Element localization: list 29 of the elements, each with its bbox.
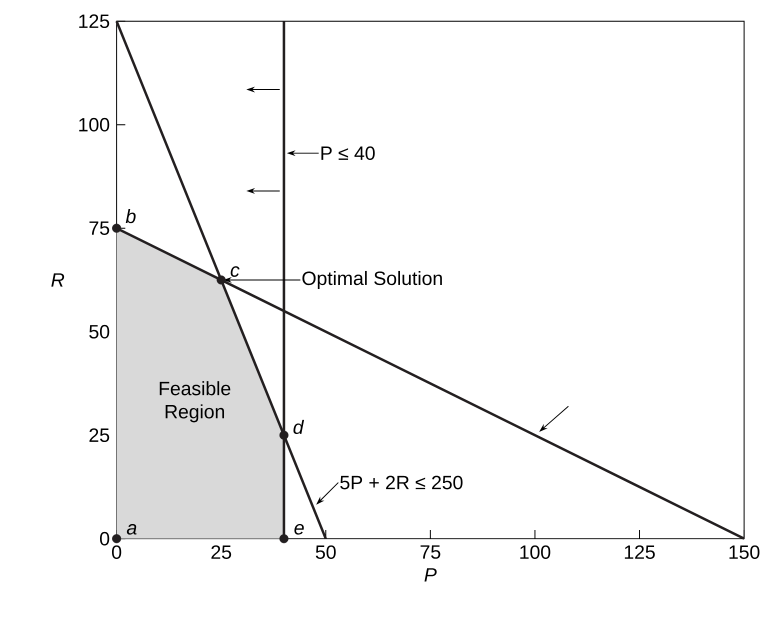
x-tick-label: 25 — [211, 545, 232, 560]
x-tick-label: 75 — [420, 545, 440, 559]
x-tick-label: 100 — [520, 545, 550, 560]
y-axis-title: R — [51, 273, 64, 287]
annotation: 5P + 2R ≤ 250 — [340, 476, 463, 490]
y-tick-label: 25 — [89, 428, 110, 442]
x-tick-label: 150 — [729, 545, 760, 560]
point — [216, 275, 226, 285]
annotation: e — [294, 524, 304, 535]
annotation: Optimal Solution — [302, 271, 442, 290]
x-tick-label: 50 — [316, 545, 336, 560]
y-tick-label: 75 — [89, 222, 110, 236]
point — [279, 430, 288, 440]
point — [112, 534, 122, 544]
x-tick-label: 125 — [624, 545, 655, 560]
y-tick-label: 0 — [100, 532, 110, 546]
y-tick-label: 50 — [89, 324, 110, 339]
y-tick-label: 125 — [79, 14, 110, 28]
point — [112, 224, 122, 233]
y-tick-label: 100 — [79, 118, 110, 132]
series-label: Feasible Region — [160, 381, 230, 422]
x-tick-label: 0 — [112, 545, 122, 560]
ref-line-label: P ≤ 40 — [321, 146, 375, 160]
annotation: b — [126, 209, 136, 224]
point — [279, 534, 288, 544]
annotation: a — [126, 524, 137, 535]
annotation: d — [293, 420, 304, 434]
x-axis-title: P — [424, 568, 437, 582]
annotation: c — [230, 266, 240, 277]
